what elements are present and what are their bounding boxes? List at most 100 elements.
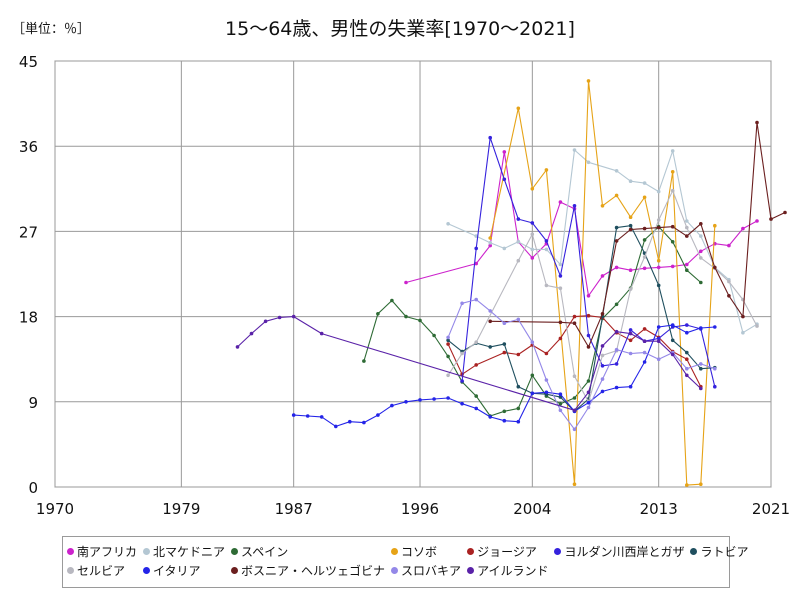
x-tick-label: 1996	[401, 500, 439, 518]
legend-item: アイルランド	[467, 561, 548, 580]
data-point	[685, 268, 689, 273]
data-point	[502, 418, 507, 423]
data-point	[362, 420, 366, 425]
data-point	[572, 374, 577, 379]
data-point	[502, 350, 507, 355]
data-point	[277, 315, 282, 320]
data-point	[488, 243, 493, 248]
data-point	[727, 243, 731, 248]
data-point	[558, 392, 563, 397]
data-point	[741, 330, 745, 335]
data-point	[670, 352, 675, 357]
data-point	[432, 333, 436, 338]
data-point	[586, 400, 591, 405]
data-point	[291, 314, 296, 319]
data-point	[699, 222, 703, 226]
y-tick-label: 18	[19, 309, 38, 327]
legend-label: ジョージア	[477, 545, 537, 559]
x-tick-label: 2004	[513, 500, 551, 518]
legend-label: 北マケドニア	[153, 545, 226, 559]
series-2	[446, 148, 759, 335]
data-point	[642, 181, 647, 185]
legend-marker	[67, 548, 74, 555]
legend-item: ジョージア	[467, 542, 548, 561]
data-point	[642, 327, 647, 331]
legend-marker	[391, 548, 399, 555]
data-point	[600, 274, 605, 278]
data-point	[614, 169, 619, 173]
data-point	[530, 232, 535, 236]
y-tick-label: 36	[19, 138, 38, 156]
legend-item: イタリア	[143, 561, 225, 580]
legend-item: コソボ	[391, 542, 461, 561]
data-point	[614, 239, 619, 243]
data-point	[628, 384, 633, 389]
data-point	[699, 362, 703, 366]
data-point	[305, 414, 310, 418]
data-point	[670, 323, 675, 327]
data-point	[291, 413, 296, 417]
legend-label: コソボ	[401, 545, 438, 559]
legend-item: スロバキア	[391, 561, 461, 580]
data-point	[362, 359, 366, 363]
data-point	[418, 318, 422, 323]
data-point	[488, 236, 493, 240]
data-point	[319, 331, 324, 336]
data-point	[432, 397, 436, 401]
legend-item: ヨルダン川西岸とガザ	[554, 542, 684, 561]
data-point	[572, 396, 577, 400]
data-point	[474, 261, 479, 266]
legend-label: ラトビア	[700, 545, 749, 559]
legend-label: イタリア	[153, 564, 201, 578]
data-point	[586, 294, 591, 298]
data-point	[446, 373, 450, 378]
data-point	[558, 395, 563, 399]
data-point	[404, 280, 408, 285]
series-11	[446, 297, 717, 432]
data-point	[488, 415, 493, 419]
data-point	[600, 312, 605, 316]
data-point	[558, 336, 563, 341]
series-line	[447, 315, 702, 387]
data-point	[558, 320, 563, 325]
data-point	[685, 323, 689, 327]
chart-title: 15〜64歳、男性の失業率[1970〜2021]	[225, 18, 575, 40]
data-point	[530, 187, 535, 191]
data-point	[502, 246, 507, 251]
series-line	[447, 299, 715, 430]
data-point	[642, 360, 647, 364]
data-point	[446, 338, 450, 343]
y-tick-label: 45	[19, 53, 38, 71]
data-point	[628, 351, 633, 356]
data-point	[614, 225, 619, 230]
data-point	[460, 379, 464, 383]
data-point	[530, 340, 535, 345]
data-point	[699, 326, 703, 330]
data-point	[685, 350, 689, 355]
data-point	[727, 279, 731, 284]
data-point	[418, 398, 422, 402]
data-point	[488, 135, 493, 140]
data-point	[586, 313, 591, 318]
data-point	[586, 345, 591, 349]
data-point	[670, 240, 675, 244]
data-point	[544, 283, 549, 288]
data-point	[685, 234, 689, 238]
data-point	[642, 195, 647, 200]
axes: 0 9 18 27 36 45 1970 1979 1987 1996 2004 2013 2021	[19, 53, 790, 518]
data-point	[656, 357, 661, 362]
data-point	[474, 340, 479, 345]
data-point	[699, 482, 703, 487]
x-tick-label: 1987	[275, 500, 313, 518]
data-point	[334, 424, 338, 429]
data-point	[572, 314, 577, 319]
data-point	[572, 408, 577, 413]
data-point	[446, 222, 450, 226]
data-point	[628, 331, 633, 336]
series-line	[490, 121, 786, 348]
data-point	[628, 338, 633, 343]
data-point	[502, 409, 507, 414]
data-point	[530, 221, 535, 225]
data-point	[699, 280, 703, 285]
data-point	[544, 168, 549, 172]
